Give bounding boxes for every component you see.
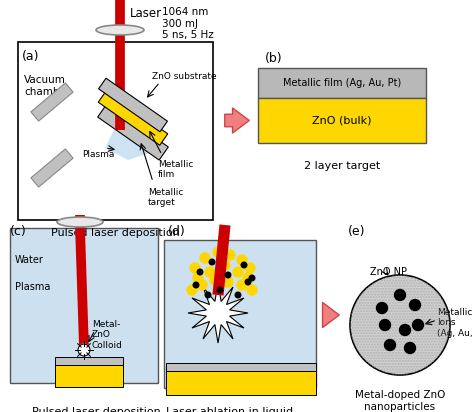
Circle shape: [350, 275, 450, 375]
Text: (e): (e): [348, 225, 365, 238]
Circle shape: [78, 344, 90, 356]
Text: 1064 nm
300 mJ
5 ns, 5 Hz: 1064 nm 300 mJ 5 ns, 5 Hz: [162, 7, 214, 40]
Text: (c): (c): [10, 225, 27, 238]
FancyArrowPatch shape: [322, 302, 339, 328]
Polygon shape: [31, 149, 73, 187]
Circle shape: [190, 263, 200, 273]
Circle shape: [193, 273, 203, 283]
Circle shape: [245, 263, 255, 273]
Circle shape: [225, 250, 235, 260]
Bar: [55, 365, 123, 387]
Text: Metal-
ZnO
Colloid: Metal- ZnO Colloid: [92, 320, 123, 350]
Text: Laser: Laser: [130, 7, 162, 20]
Circle shape: [233, 267, 243, 277]
Circle shape: [400, 325, 410, 335]
Circle shape: [213, 247, 223, 257]
Bar: [10, 228, 158, 383]
Text: Metal-doped ZnO
nanoparticles: Metal-doped ZnO nanoparticles: [355, 390, 445, 412]
Circle shape: [205, 292, 211, 298]
Bar: [18, 42, 213, 220]
Text: (d): (d): [168, 225, 186, 238]
Text: (b): (b): [265, 52, 283, 65]
Text: Vacuum
chamber: Vacuum chamber: [24, 75, 70, 96]
Text: ZnO (bulk): ZnO (bulk): [312, 115, 372, 126]
Bar: [258, 98, 426, 143]
Circle shape: [197, 280, 207, 290]
Circle shape: [404, 342, 416, 353]
Circle shape: [412, 319, 423, 330]
Circle shape: [376, 302, 388, 314]
Bar: [164, 240, 316, 388]
Circle shape: [245, 279, 251, 285]
Ellipse shape: [57, 217, 103, 227]
Text: Pulsed laser deposition: Pulsed laser deposition: [32, 407, 160, 412]
Polygon shape: [31, 83, 73, 121]
Polygon shape: [188, 283, 248, 343]
Circle shape: [410, 300, 420, 311]
Circle shape: [243, 273, 253, 283]
Circle shape: [223, 277, 233, 287]
Text: 2 layer target: 2 layer target: [304, 161, 380, 171]
Circle shape: [249, 275, 255, 281]
Text: Metallic film (Ag, Au, Pt): Metallic film (Ag, Au, Pt): [283, 78, 401, 88]
Text: Laser ablation in liquid: Laser ablation in liquid: [166, 407, 293, 412]
Circle shape: [241, 262, 247, 268]
Polygon shape: [98, 104, 168, 160]
Text: Pulsed laser deposition: Pulsed laser deposition: [51, 228, 179, 238]
Text: Metallic
film: Metallic film: [158, 160, 193, 179]
Circle shape: [200, 253, 210, 263]
Circle shape: [210, 275, 220, 285]
Polygon shape: [99, 78, 167, 132]
Circle shape: [394, 290, 405, 300]
Bar: [166, 371, 316, 395]
Circle shape: [187, 285, 197, 295]
Text: Water: Water: [15, 255, 44, 265]
Circle shape: [193, 282, 199, 288]
Circle shape: [237, 255, 247, 265]
Circle shape: [205, 267, 215, 277]
Text: Metallic
Ions
(Ag, Au, Pt): Metallic Ions (Ag, Au, Pt): [437, 308, 474, 338]
FancyArrowPatch shape: [225, 108, 249, 133]
Circle shape: [217, 287, 223, 293]
Bar: [55, 357, 123, 365]
Text: ZnO NP: ZnO NP: [370, 267, 407, 277]
Bar: [166, 363, 316, 371]
Circle shape: [220, 260, 230, 270]
Bar: [258, 68, 426, 98]
Text: Metallic
target: Metallic target: [148, 188, 183, 207]
Circle shape: [209, 259, 215, 265]
Circle shape: [237, 280, 247, 290]
Circle shape: [380, 319, 391, 330]
Polygon shape: [105, 118, 158, 160]
Text: Plasma: Plasma: [15, 282, 50, 292]
Circle shape: [247, 285, 257, 295]
Text: ZnO substrate: ZnO substrate: [152, 72, 217, 81]
Circle shape: [225, 272, 231, 278]
Circle shape: [235, 292, 241, 298]
Text: (a): (a): [22, 50, 39, 63]
Polygon shape: [98, 91, 168, 145]
Circle shape: [197, 269, 203, 275]
Text: Plasma: Plasma: [82, 150, 114, 159]
Circle shape: [384, 339, 395, 351]
Ellipse shape: [96, 25, 144, 35]
